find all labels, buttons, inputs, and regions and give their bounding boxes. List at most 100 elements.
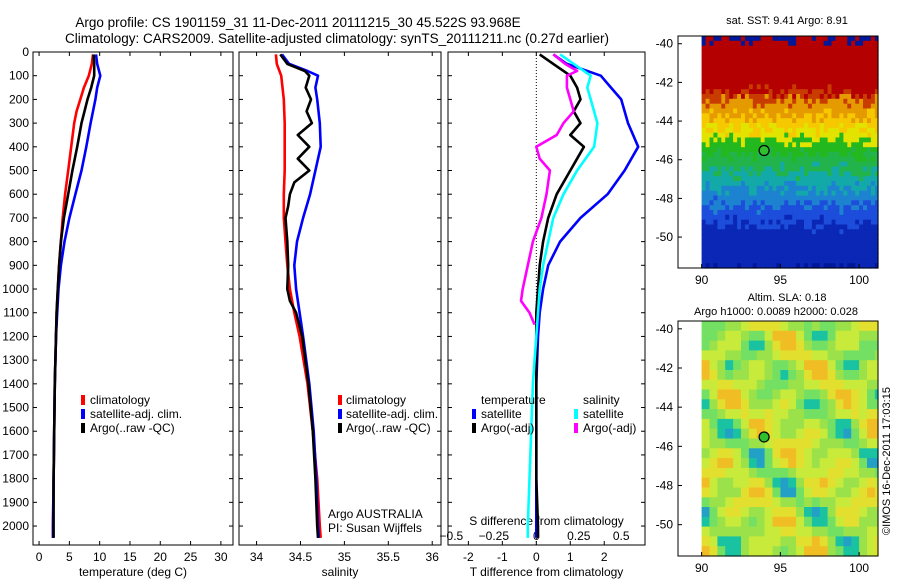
map-cell: [744, 214, 750, 221]
map-cell: [764, 418, 774, 430]
map-cell: [874, 166, 879, 172]
map-cell: [867, 210, 872, 216]
map-cell: [752, 234, 758, 240]
map-cell: [725, 79, 730, 85]
map-cell: [835, 79, 840, 85]
map-cell: [764, 219, 770, 226]
map-cell: [827, 389, 837, 400]
map-cell: [815, 127, 821, 134]
map-cell: [807, 65, 813, 71]
map-cell: [792, 123, 797, 129]
map-cell: [815, 205, 821, 211]
map-cell: [780, 108, 785, 114]
map-cell: [772, 487, 781, 498]
map-cell: [835, 200, 840, 206]
map-cell: [756, 350, 766, 361]
map-cell: [796, 458, 805, 469]
map-cell: [855, 239, 860, 245]
map-cell: [752, 79, 758, 85]
map-cell: [839, 132, 844, 139]
map-cell: [867, 389, 876, 400]
map-cell: [744, 210, 750, 216]
map-cell: [701, 123, 707, 129]
map-cell: [701, 418, 711, 430]
map-cell: [823, 113, 829, 119]
map-cell: [772, 239, 777, 245]
map-cell: [709, 448, 718, 459]
map-cell: [772, 103, 777, 110]
map-cell: [788, 181, 793, 187]
map-cell: [811, 258, 817, 264]
map-cell: [874, 190, 879, 197]
map-cell: [709, 507, 718, 518]
map-cell: [780, 181, 785, 187]
map-cell: [839, 60, 844, 66]
map-cell: [741, 89, 746, 95]
map-cell: [780, 350, 789, 361]
map-cell: [831, 258, 836, 264]
map-cell: [701, 166, 707, 172]
map-cell: [741, 418, 750, 430]
map-cell: [725, 497, 734, 508]
map-cell: [760, 103, 766, 110]
map-cell: [831, 127, 836, 134]
map-cell: [811, 94, 817, 100]
map-cell: [748, 409, 758, 420]
map-cell: [772, 526, 781, 537]
map-cell: [827, 379, 837, 391]
map-cell: [870, 243, 876, 250]
map-cell: [756, 127, 762, 134]
map-cell: [788, 507, 797, 518]
map-cell: [709, 205, 714, 211]
map-cell: [815, 156, 821, 163]
map-cell: [804, 69, 809, 76]
map-cell: [725, 399, 734, 410]
map-cell: [819, 214, 825, 221]
map-cell: [796, 123, 801, 129]
map-cell: [827, 200, 833, 206]
y-tick-label: 600: [9, 187, 29, 201]
map-cell: [717, 214, 722, 221]
map-cell: [752, 50, 758, 56]
map-cell: [788, 40, 793, 47]
map-cell: [721, 190, 726, 197]
map-cell: [847, 219, 852, 226]
map-cell: [843, 467, 852, 479]
map-cell: [741, 379, 750, 391]
map-cell: [705, 74, 711, 81]
map-cell: [847, 229, 852, 235]
map-cell: [863, 127, 868, 134]
map-cell: [874, 516, 879, 528]
map-cell: [855, 253, 860, 259]
map-cell: [807, 94, 813, 100]
map-cell: [855, 40, 860, 47]
map-cell: [737, 94, 742, 100]
map-cell: [717, 497, 726, 508]
map-cell: [748, 360, 758, 371]
map-cell: [701, 536, 711, 547]
map-cell: [792, 214, 797, 221]
difference-panel: -2 -1 0 1 2T difference from climatology−0.5…: [440, 51, 646, 579]
map-cell: [729, 190, 734, 197]
map-cell: [823, 229, 829, 235]
map-cell: [788, 340, 797, 351]
map-cell: [744, 200, 750, 206]
map-cell: [733, 526, 742, 537]
map-cell: [874, 118, 879, 124]
map-cell: [792, 224, 797, 230]
map-cell: [792, 210, 797, 216]
map-cell: [811, 156, 817, 163]
map-cell: [835, 132, 840, 139]
map-cell: [788, 45, 793, 52]
map-cell: [827, 258, 833, 264]
map-cell: [835, 94, 840, 100]
map-cell: [851, 156, 856, 163]
map-cell: [721, 258, 726, 264]
map-cell: [851, 190, 856, 197]
map-cell: [780, 239, 785, 245]
map-cell: [705, 137, 711, 143]
map-cell: [788, 379, 797, 391]
map-cell: [744, 103, 750, 110]
map-cell: [859, 239, 864, 245]
map-cell: [748, 507, 758, 518]
